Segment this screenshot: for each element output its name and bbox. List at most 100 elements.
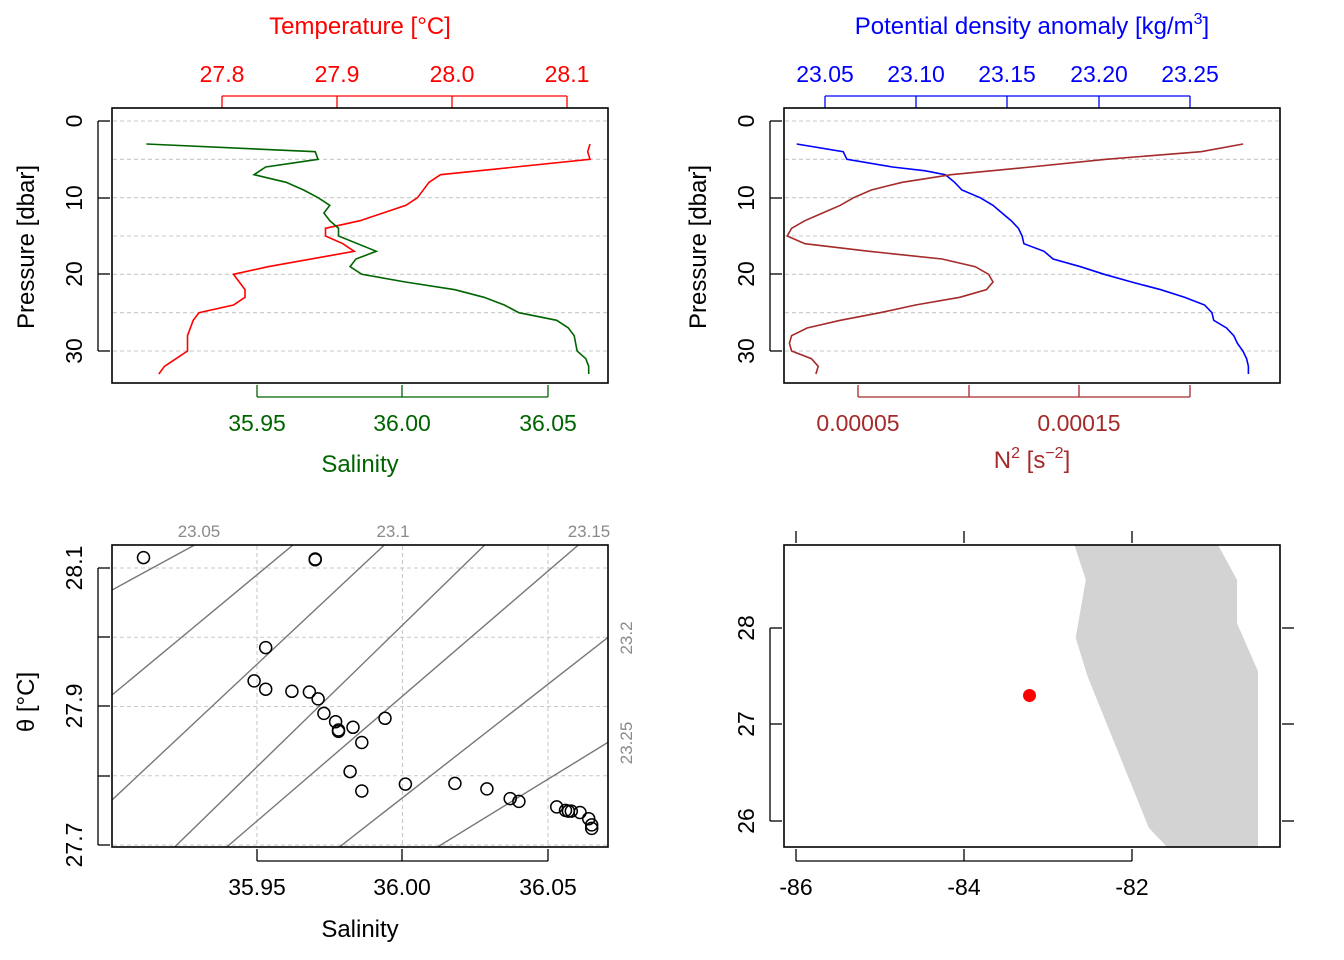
p2-top-tick-label-1: 23.10	[887, 61, 945, 87]
p1-left-tick-label-2: 20	[61, 261, 87, 287]
p3-ts-point-28	[581, 811, 596, 826]
p3-ts-point-3	[258, 640, 273, 655]
p2-top-tick-label-3: 23.20	[1070, 61, 1128, 87]
p4-bottom-tick-label-1: -84	[947, 874, 980, 900]
p1-bottom-axis-label: Salinity	[321, 451, 398, 478]
p3-ts-point-6	[285, 684, 299, 699]
p3-isopycnals	[112, 545, 608, 847]
p3-ts-point-5	[258, 682, 273, 696]
p2-density-line	[796, 143, 1250, 374]
p1-top-axis-label: Temperature [°C]	[269, 13, 451, 40]
p1-bottom-axis	[256, 385, 549, 398]
p1-left-axis	[97, 120, 110, 352]
p2-left-tick-label-3: 30	[733, 338, 759, 364]
p2-top-tick-label-4: 23.25	[1161, 61, 1219, 87]
p2-bottom-axis-label-n: N	[994, 447, 1011, 474]
p3-ts-point-13	[346, 720, 360, 735]
p3-ts-point-15	[378, 711, 392, 726]
p3-isopycnal-label-4: 23.25	[617, 722, 636, 765]
p4-left-tick-label-0: 26	[733, 808, 759, 834]
p2-bottom-axis-label: N2 [s−2]	[994, 445, 1071, 474]
p4-left-axis	[769, 627, 782, 822]
p1-bottom-tick-label-2: 36.05	[519, 410, 577, 436]
panel-station-map: -86 -84 -82 26 27 28	[733, 531, 1294, 900]
p4-left-tick-label-1: 27	[733, 711, 759, 737]
p2-top-axis-label-close: ]	[1203, 13, 1210, 40]
p3-ts-point-20	[480, 782, 494, 796]
p3-plot-frame	[111, 544, 609, 848]
p1-salinity-line	[146, 143, 590, 374]
p2-top-tick-label-0: 23.05	[796, 61, 854, 87]
p2-grid	[785, 120, 1279, 352]
p3-isopycnal-23.075	[112, 545, 295, 696]
p2-bottom-tick-label-0: 0.00005	[816, 410, 899, 436]
p3-ts-point-8	[311, 692, 325, 706]
p3-isopycnal-label-2: 23.15	[568, 522, 611, 541]
p3-ts-point-19	[448, 776, 462, 791]
p3-isopycnal-label-1: 23.1	[376, 522, 409, 541]
p3-ts-point-18	[398, 777, 413, 791]
p4-bottom-tick-label-2: -82	[1115, 874, 1148, 900]
p2-y-axis-label: Pressure [dbar]	[685, 165, 712, 329]
p1-top-tick-label-3: 28.1	[545, 61, 590, 87]
p3-ts-point-23	[549, 800, 564, 814]
p2-bottom-axis-label-sq: 2	[1011, 445, 1020, 462]
p2-left-tick-label-0: 0	[733, 115, 759, 128]
p3-ts-point-27	[573, 805, 587, 820]
p3-left-axis	[97, 567, 110, 846]
p1-left-tick-label-3: 30	[61, 338, 87, 364]
p3-ts-point-4	[247, 674, 261, 688]
p3-ts-point-22	[512, 794, 526, 809]
p3-x-axis-label: Salinity	[321, 916, 398, 943]
p1-top-tick-label-0: 27.8	[200, 61, 245, 87]
p3-y-axis-label: θ [°C]	[13, 672, 40, 732]
p1-bottom-tick-label-1: 36.00	[373, 410, 431, 436]
p3-ts-point-16	[343, 764, 357, 779]
p3-ts-point-21	[503, 791, 517, 806]
p2-bottom-axis-label-close: ]	[1064, 447, 1071, 474]
p4-plot-frame	[783, 544, 1281, 848]
p3-left-tick-label-1: 27.9	[61, 684, 87, 729]
p3-ts-point-30	[584, 821, 599, 836]
p3-ts-point-17	[355, 784, 369, 798]
p3-ts-point-10	[328, 714, 343, 729]
p3-bottom-axis	[256, 849, 549, 862]
p3-isopycnal-label-0: 23.05	[178, 522, 221, 541]
p1-top-tick-label-2: 28.0	[430, 61, 475, 87]
panel-ts-diagram: 23.05 23.1 23.15 23.2 23.25 27.7 27.9 28…	[13, 522, 636, 943]
p1-top-tick-label-1: 27.9	[315, 61, 360, 87]
p3-isopycnal-23.1	[112, 545, 386, 801]
panel-temperature-salinity-profile: Temperature [°C] 27.8 27.9 28.0 28.1 0 1…	[13, 13, 609, 478]
p1-grid	[113, 120, 607, 352]
p3-isopycnal-23.25	[436, 741, 608, 847]
p1-bottom-tick-label-0: 35.95	[228, 410, 286, 436]
p2-bottom-axis-label-unit: [s	[1020, 447, 1045, 474]
p4-land-polygon	[1074, 545, 1258, 847]
p2-n2-line	[786, 143, 1244, 375]
p4-left-tick-label-2: 28	[733, 615, 759, 641]
p2-left-tick-label-2: 20	[733, 261, 759, 287]
p3-ts-point-29	[584, 818, 599, 832]
p2-bottom-axis	[857, 385, 1191, 398]
p3-ts-point-7	[302, 685, 317, 699]
p3-ts-points	[136, 550, 599, 836]
p2-plot-frame	[783, 107, 1281, 384]
p1-y-axis-label: Pressure [dbar]	[13, 165, 40, 329]
p1-top-axis	[221, 95, 568, 108]
p3-ts-point-12	[331, 724, 346, 739]
p4-map-area	[1023, 545, 1258, 847]
p4-top-ticks	[795, 531, 1133, 543]
p2-top-tick-label-2: 23.15	[978, 61, 1036, 87]
p3-ts-point-2	[308, 552, 322, 567]
p4-bottom-axis	[795, 849, 1133, 862]
p1-left-tick-label-1: 10	[61, 185, 87, 211]
p3-isopycnal-23.2	[338, 636, 608, 847]
p2-bottom-axis-label-exp: −2	[1045, 445, 1063, 462]
p3-left-tick-label-0: 27.7	[61, 823, 87, 868]
p3-ts-point-14	[355, 735, 369, 750]
p4-station-marker	[1023, 689, 1036, 702]
p3-ts-point-9	[317, 706, 331, 721]
p2-left-tick-label-1: 10	[733, 185, 759, 211]
p3-ts-point-0	[136, 550, 151, 565]
